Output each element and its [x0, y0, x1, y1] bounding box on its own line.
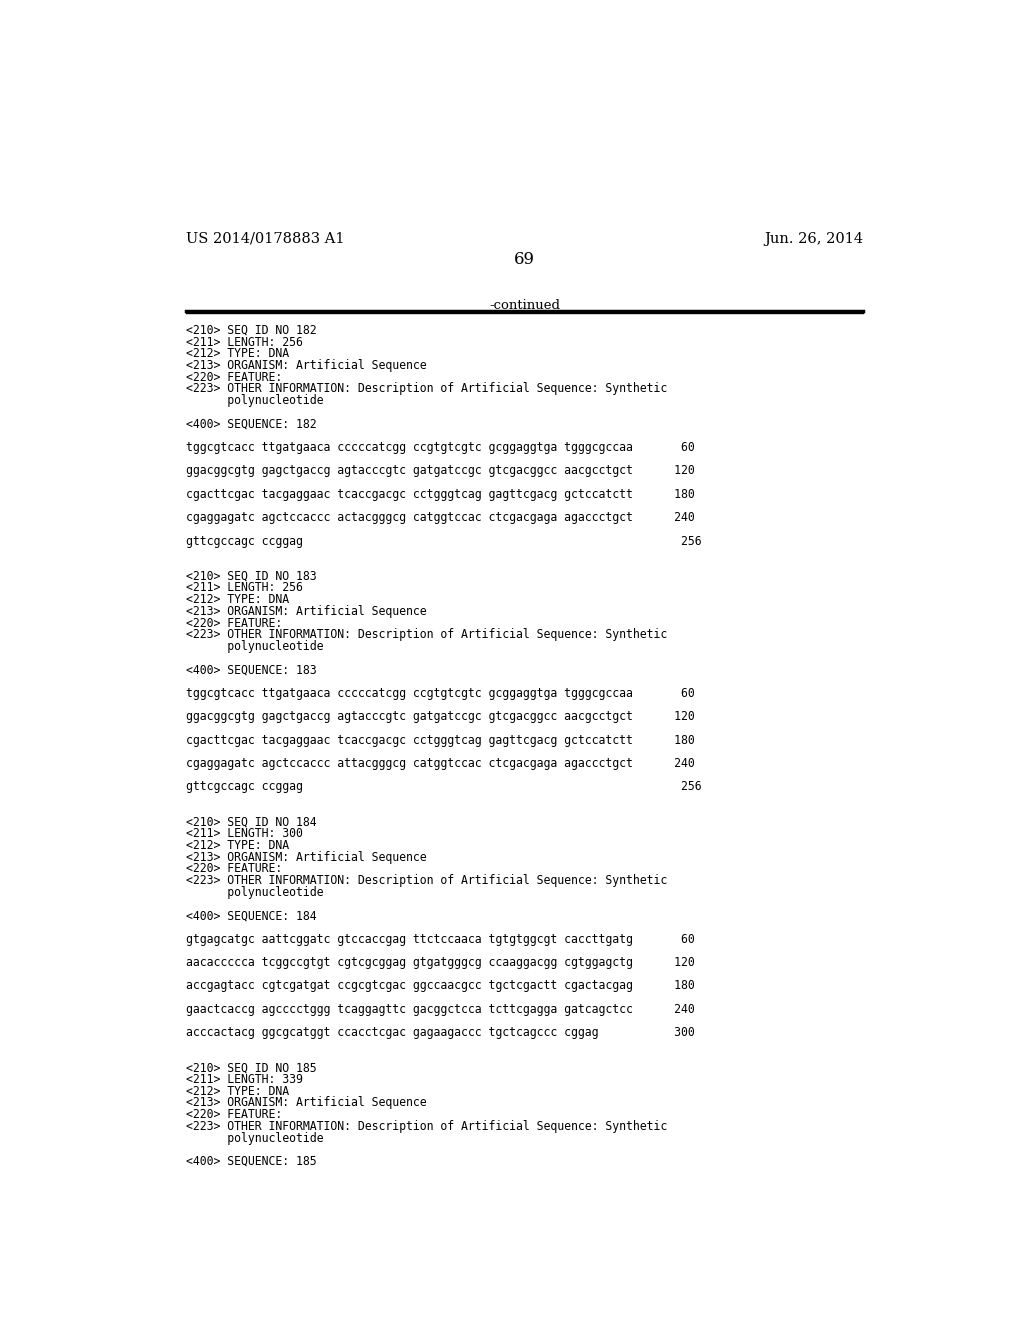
Text: polynucleotide: polynucleotide — [186, 640, 324, 653]
Text: <223> OTHER INFORMATION: Description of Artificial Sequence: Synthetic: <223> OTHER INFORMATION: Description of … — [186, 383, 668, 396]
Text: ggacggcgtg gagctgaccg agtacccgtc gatgatccgc gtcgacggcc aacgcctgct      120: ggacggcgtg gagctgaccg agtacccgtc gatgatc… — [186, 710, 695, 723]
Text: <211> LENGTH: 256: <211> LENGTH: 256 — [186, 581, 303, 594]
Text: cgacttcgac tacgaggaac tcaccgacgc cctgggtcag gagttcgacg gctccatctt      180: cgacttcgac tacgaggaac tcaccgacgc cctgggt… — [186, 488, 695, 500]
Text: polynucleotide: polynucleotide — [186, 886, 324, 899]
Text: <210> SEQ ID NO 182: <210> SEQ ID NO 182 — [186, 323, 316, 337]
Text: <210> SEQ ID NO 185: <210> SEQ ID NO 185 — [186, 1061, 316, 1074]
Text: <400> SEQUENCE: 183: <400> SEQUENCE: 183 — [186, 664, 316, 676]
Text: polynucleotide: polynucleotide — [186, 1131, 324, 1144]
Text: <213> ORGANISM: Artificial Sequence: <213> ORGANISM: Artificial Sequence — [186, 605, 427, 618]
Text: <220> FEATURE:: <220> FEATURE: — [186, 371, 283, 384]
Text: <220> FEATURE:: <220> FEATURE: — [186, 1107, 283, 1121]
Text: tggcgtcacc ttgatgaaca cccccatcgg ccgtgtcgtc gcggaggtga tgggcgccaa       60: tggcgtcacc ttgatgaaca cccccatcgg ccgtgtc… — [186, 686, 695, 700]
Text: <210> SEQ ID NO 183: <210> SEQ ID NO 183 — [186, 570, 316, 582]
Text: tggcgtcacc ttgatgaaca cccccatcgg ccgtgtcgtc gcggaggtga tgggcgccaa       60: tggcgtcacc ttgatgaaca cccccatcgg ccgtgtc… — [186, 441, 695, 454]
Text: gaactcaccg agcccctggg tcaggagttc gacggctcca tcttcgagga gatcagctcc      240: gaactcaccg agcccctggg tcaggagttc gacggct… — [186, 1003, 695, 1016]
Text: <400> SEQUENCE: 185: <400> SEQUENCE: 185 — [186, 1155, 316, 1168]
Text: <220> FEATURE:: <220> FEATURE: — [186, 616, 283, 630]
Text: cgaggagatc agctccaccc actacgggcg catggtccac ctcgacgaga agaccctgct      240: cgaggagatc agctccaccc actacgggcg catggtc… — [186, 511, 695, 524]
Text: acccactacg ggcgcatggt ccacctcgac gagaagaccc tgctcagccc cggag           300: acccactacg ggcgcatggt ccacctcgac gagaaga… — [186, 1026, 695, 1039]
Text: polynucleotide: polynucleotide — [186, 395, 324, 407]
Text: <223> OTHER INFORMATION: Description of Artificial Sequence: Synthetic: <223> OTHER INFORMATION: Description of … — [186, 1119, 668, 1133]
Text: <211> LENGTH: 339: <211> LENGTH: 339 — [186, 1073, 303, 1086]
Text: ggacggcgtg gagctgaccg agtacccgtc gatgatccgc gtcgacggcc aacgcctgct      120: ggacggcgtg gagctgaccg agtacccgtc gatgatc… — [186, 465, 695, 478]
Text: cgaggagatc agctccaccc attacgggcg catggtccac ctcgacgaga agaccctgct      240: cgaggagatc agctccaccc attacgggcg catggtc… — [186, 756, 695, 770]
Text: cgacttcgac tacgaggaac tcaccgacgc cctgggtcag gagttcgacg gctccatctt      180: cgacttcgac tacgaggaac tcaccgacgc cctgggt… — [186, 734, 695, 747]
Text: gttcgccagc ccggag                                                       256: gttcgccagc ccggag 256 — [186, 780, 701, 793]
Text: <210> SEQ ID NO 184: <210> SEQ ID NO 184 — [186, 816, 316, 829]
Text: <400> SEQUENCE: 182: <400> SEQUENCE: 182 — [186, 417, 316, 430]
Text: <400> SEQUENCE: 184: <400> SEQUENCE: 184 — [186, 909, 316, 923]
Text: accgagtacc cgtcgatgat ccgcgtcgac ggccaacgcc tgctcgactt cgactacgag      180: accgagtacc cgtcgatgat ccgcgtcgac ggccaac… — [186, 979, 695, 993]
Text: 69: 69 — [514, 251, 536, 268]
Text: <223> OTHER INFORMATION: Description of Artificial Sequence: Synthetic: <223> OTHER INFORMATION: Description of … — [186, 628, 668, 642]
Text: <212> TYPE: DNA: <212> TYPE: DNA — [186, 593, 289, 606]
Text: <213> ORGANISM: Artificial Sequence: <213> ORGANISM: Artificial Sequence — [186, 1097, 427, 1109]
Text: <211> LENGTH: 300: <211> LENGTH: 300 — [186, 828, 303, 841]
Text: <212> TYPE: DNA: <212> TYPE: DNA — [186, 347, 289, 360]
Text: aacaccccca tcggccgtgt cgtcgcggag gtgatgggcg ccaaggacgg cgtggagctg      120: aacaccccca tcggccgtgt cgtcgcggag gtgatgg… — [186, 956, 695, 969]
Text: <212> TYPE: DNA: <212> TYPE: DNA — [186, 1085, 289, 1098]
Text: <220> FEATURE:: <220> FEATURE: — [186, 862, 283, 875]
Text: gttcgccagc ccggag                                                       256: gttcgccagc ccggag 256 — [186, 535, 701, 548]
Text: <213> ORGANISM: Artificial Sequence: <213> ORGANISM: Artificial Sequence — [186, 850, 427, 863]
Text: gtgagcatgc aattcggatc gtccaccgag ttctccaaca tgtgtggcgt caccttgatg       60: gtgagcatgc aattcggatc gtccaccgag ttctcca… — [186, 932, 695, 945]
Text: US 2014/0178883 A1: US 2014/0178883 A1 — [186, 231, 345, 246]
Text: -continued: -continued — [489, 298, 560, 312]
Text: <213> ORGANISM: Artificial Sequence: <213> ORGANISM: Artificial Sequence — [186, 359, 427, 372]
Text: Jun. 26, 2014: Jun. 26, 2014 — [764, 231, 863, 246]
Text: <211> LENGTH: 256: <211> LENGTH: 256 — [186, 335, 303, 348]
Text: <223> OTHER INFORMATION: Description of Artificial Sequence: Synthetic: <223> OTHER INFORMATION: Description of … — [186, 874, 668, 887]
Text: <212> TYPE: DNA: <212> TYPE: DNA — [186, 840, 289, 851]
